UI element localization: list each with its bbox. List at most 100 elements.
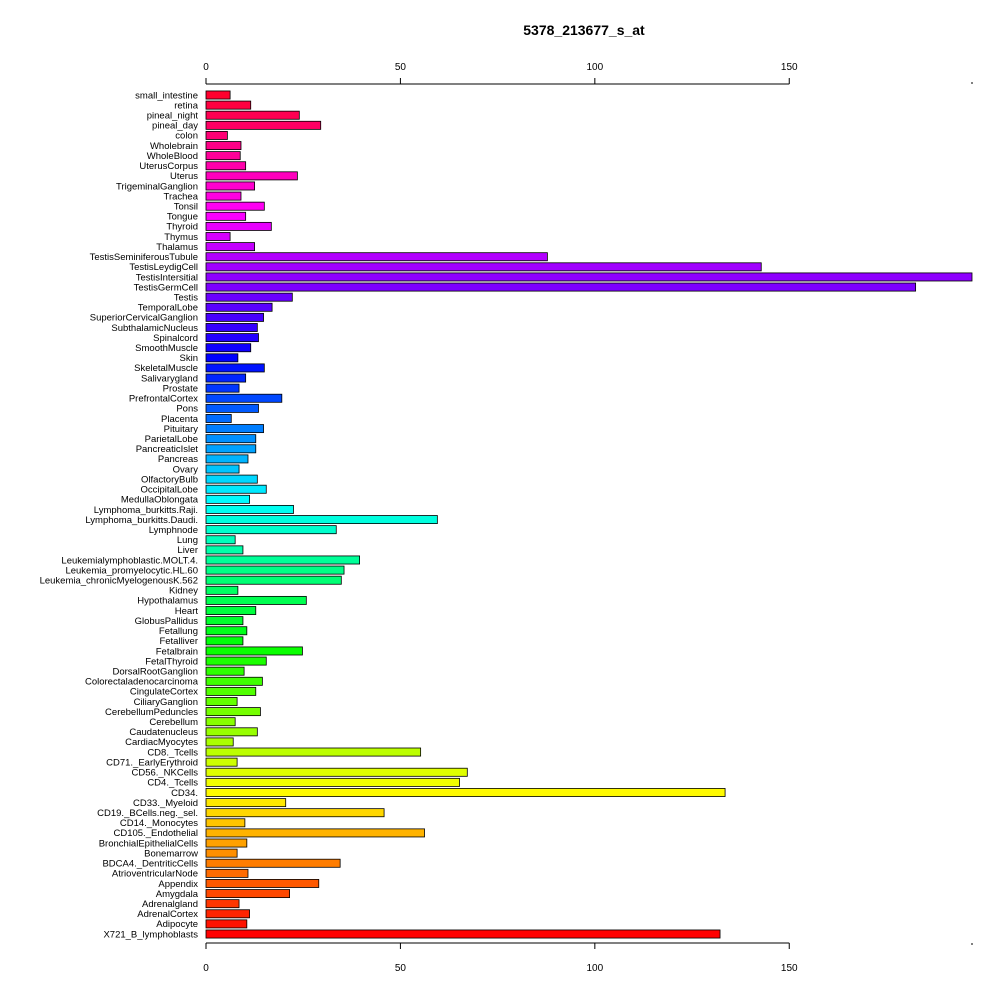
category-label: CD34. bbox=[171, 788, 198, 799]
category-label: GlobusPallidus bbox=[135, 616, 199, 627]
category-label: Fetalbrain bbox=[156, 646, 198, 657]
category-label: small_intestine bbox=[135, 90, 198, 101]
bar bbox=[205, 211, 247, 221]
bar bbox=[205, 424, 264, 434]
category-label: Lymphoma_burkitts.Daudi. bbox=[85, 515, 198, 526]
bar bbox=[205, 525, 337, 535]
bar bbox=[205, 555, 360, 565]
bar bbox=[205, 828, 425, 838]
bar bbox=[205, 323, 258, 332]
category-label: Skin bbox=[180, 353, 198, 364]
bar bbox=[205, 282, 917, 292]
category-label: Bonemarrow bbox=[144, 848, 198, 859]
bar bbox=[205, 595, 307, 605]
bar bbox=[205, 494, 250, 504]
category-label: TestisSeminiferousTubule bbox=[90, 252, 198, 263]
bar bbox=[205, 393, 283, 403]
category-label: Uterus bbox=[170, 171, 198, 182]
bottom-tick-label: 50 bbox=[395, 963, 407, 974]
bar bbox=[205, 929, 721, 939]
category-label: pineal_day bbox=[152, 121, 198, 132]
bar bbox=[205, 626, 248, 636]
bar bbox=[205, 606, 257, 615]
bar bbox=[205, 141, 242, 150]
bar bbox=[205, 90, 231, 100]
bar bbox=[205, 181, 255, 191]
category-label: OlfactoryBulb bbox=[141, 474, 198, 485]
category-label: DorsalRootGanglion bbox=[112, 666, 198, 677]
category-label: Fetallung bbox=[159, 626, 198, 637]
category-label: Ovary bbox=[173, 464, 199, 475]
category-label: BDCA4._DentriticCells bbox=[102, 859, 198, 870]
category-label: CD105._Endothelial bbox=[113, 828, 198, 839]
category-label: Lung bbox=[177, 535, 198, 546]
category-label: TestisIntersitial bbox=[136, 272, 198, 283]
bottom-tick-label: 0 bbox=[203, 963, 209, 974]
bar bbox=[205, 414, 232, 423]
category-label: Wholebrain bbox=[150, 141, 198, 152]
category-label: Prostate bbox=[163, 383, 198, 394]
bar bbox=[205, 383, 240, 393]
bar bbox=[205, 808, 385, 818]
bar bbox=[205, 242, 255, 252]
category-label: Placenta bbox=[161, 414, 199, 425]
category-label: Thymus bbox=[164, 232, 198, 243]
bar bbox=[205, 585, 239, 595]
category-label: Caudatenucleus bbox=[129, 727, 198, 738]
bar bbox=[205, 868, 249, 878]
category-label: Hypothalamus bbox=[137, 596, 198, 607]
bar bbox=[205, 191, 242, 201]
bar bbox=[205, 747, 422, 757]
bar bbox=[205, 565, 345, 575]
bar bbox=[205, 899, 240, 909]
category-label: retina bbox=[174, 100, 198, 111]
bottom-axis: 0 50 100 150 bbox=[203, 942, 973, 974]
bar bbox=[205, 616, 244, 626]
category-label: Adipocyte bbox=[156, 919, 198, 930]
category-label: Leukemia_chronicMyelogenousK.562 bbox=[40, 576, 198, 587]
category-label: Salivarygland bbox=[141, 373, 198, 384]
category-label: colon bbox=[175, 131, 198, 142]
category-label: ParietalLobe bbox=[145, 434, 198, 445]
bar bbox=[205, 889, 290, 899]
category-label: MedullaOblongata bbox=[121, 495, 199, 506]
category-label: BronchialEpithelialCells bbox=[99, 838, 199, 849]
bar bbox=[205, 919, 248, 929]
category-label: Tongue bbox=[167, 212, 198, 223]
category-label: FetalThyroid bbox=[145, 656, 198, 667]
top-tick-label: 0 bbox=[203, 62, 209, 73]
bar bbox=[205, 110, 300, 120]
category-label: TestisGermCell bbox=[134, 282, 198, 293]
top-tick-label: 150 bbox=[781, 62, 798, 73]
bar bbox=[205, 838, 248, 848]
bottom-tick-label: 150 bbox=[781, 963, 798, 974]
bar bbox=[205, 232, 231, 241]
bar bbox=[205, 646, 303, 656]
category-label: CD19._BCells.neg._sel. bbox=[97, 808, 198, 819]
category-labels: small_intestineretinapineal_nightpineal_… bbox=[40, 90, 199, 940]
bar bbox=[205, 403, 259, 413]
category-label: CD14._Monocytes bbox=[120, 818, 198, 829]
bar bbox=[205, 515, 438, 525]
bar bbox=[205, 333, 259, 343]
bar bbox=[205, 636, 244, 646]
bar bbox=[205, 737, 234, 747]
category-label: Colorectaladenocarcinoma bbox=[85, 677, 199, 688]
bar bbox=[205, 130, 228, 140]
category-label: Thyroid bbox=[166, 222, 198, 233]
category-label: Spinalcord bbox=[153, 333, 198, 344]
chart-title: 5378_213677_s_at bbox=[523, 22, 645, 38]
category-label: Thalamus bbox=[156, 242, 198, 253]
bar bbox=[205, 444, 257, 454]
top-tick-label: 100 bbox=[586, 62, 603, 73]
category-label: Pancreas bbox=[158, 454, 198, 465]
category-label: Heart bbox=[175, 606, 199, 617]
bar bbox=[205, 535, 236, 545]
bar bbox=[205, 697, 238, 706]
bar bbox=[205, 656, 267, 666]
bar bbox=[205, 757, 238, 767]
category-label: CingulateCortex bbox=[130, 687, 198, 698]
bar bbox=[205, 252, 548, 262]
bar bbox=[205, 777, 460, 787]
